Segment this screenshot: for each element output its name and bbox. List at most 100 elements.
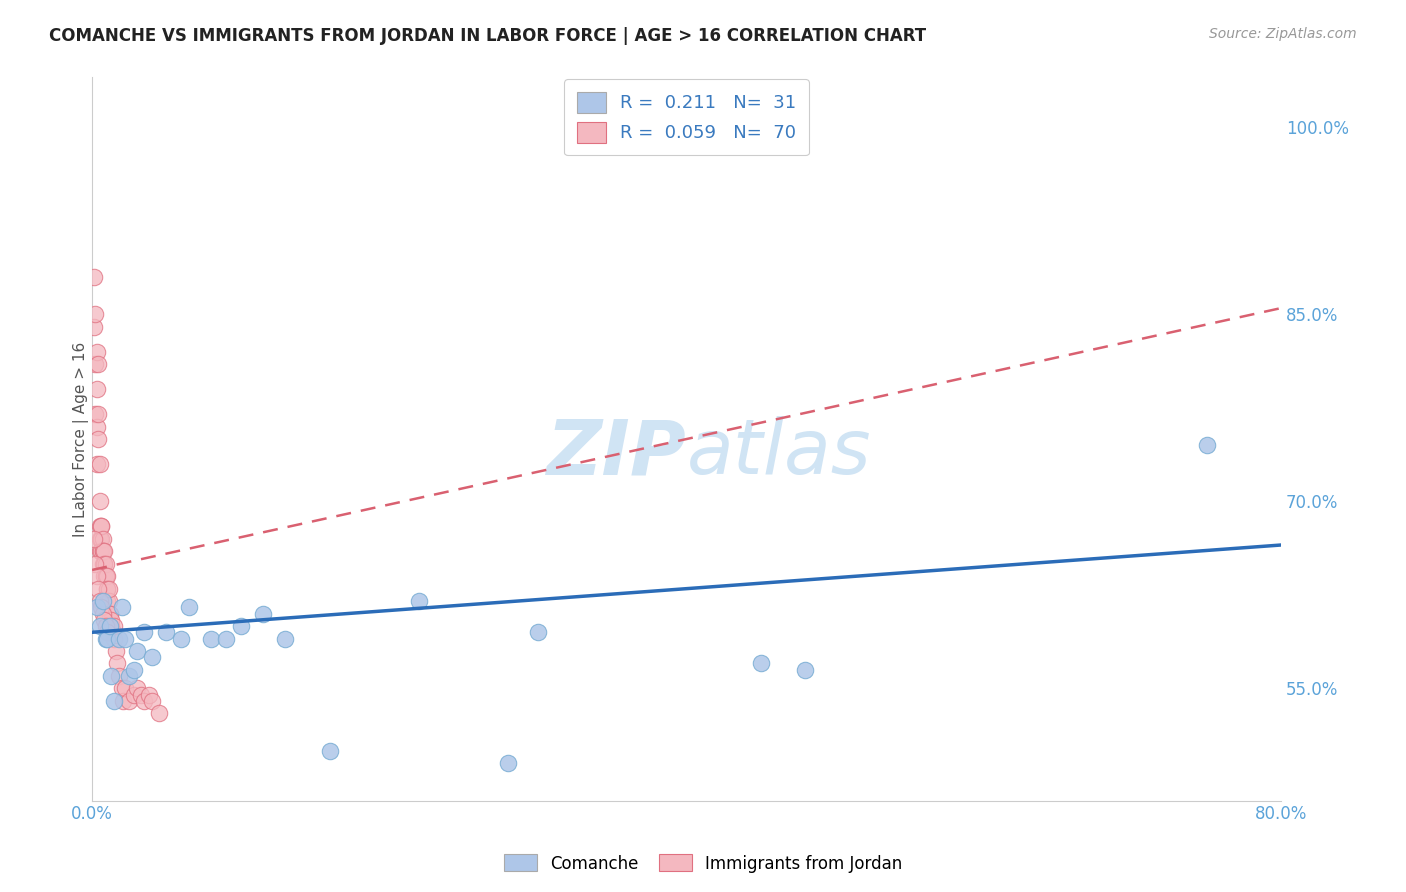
Point	[122, 663, 145, 677]
Point	[86, 344, 108, 359]
Point	[91, 544, 114, 558]
Point	[170, 632, 193, 646]
Point	[86, 600, 108, 615]
Point	[118, 669, 141, 683]
Point	[252, 607, 274, 621]
Point	[108, 632, 131, 646]
Point	[91, 557, 114, 571]
Point	[125, 644, 148, 658]
Point	[96, 625, 118, 640]
Point	[90, 519, 112, 533]
Point	[794, 663, 817, 677]
Point	[91, 532, 114, 546]
Legend: R =  0.211   N=  31, R =  0.059   N=  70: R = 0.211 N= 31, R = 0.059 N= 70	[564, 79, 808, 155]
Point	[90, 519, 112, 533]
Point	[83, 269, 105, 284]
Point	[97, 582, 120, 596]
Point	[141, 694, 163, 708]
Point	[93, 613, 115, 627]
Point	[87, 582, 110, 596]
Point	[87, 432, 110, 446]
Point	[86, 419, 108, 434]
Point	[107, 657, 129, 671]
Point	[96, 569, 118, 583]
Point	[89, 544, 111, 558]
Point	[101, 625, 124, 640]
Point	[138, 688, 160, 702]
Point	[97, 594, 120, 608]
Point	[98, 619, 121, 633]
Point	[94, 569, 117, 583]
Legend: Comanche, Immigrants from Jordan: Comanche, Immigrants from Jordan	[496, 847, 910, 880]
Point	[90, 532, 112, 546]
Point	[93, 569, 115, 583]
Point	[86, 457, 108, 471]
Point	[93, 557, 115, 571]
Point	[89, 494, 111, 508]
Point	[86, 569, 108, 583]
Point	[96, 582, 118, 596]
Point	[87, 407, 110, 421]
Point	[98, 619, 121, 633]
Point	[87, 357, 110, 371]
Point	[94, 569, 117, 583]
Point	[215, 632, 238, 646]
Point	[134, 694, 156, 708]
Point	[112, 694, 135, 708]
Point	[274, 632, 297, 646]
Point	[94, 632, 117, 646]
Point	[96, 582, 118, 596]
Point	[496, 756, 519, 771]
Point	[91, 594, 114, 608]
Point	[90, 544, 112, 558]
Text: ZIP: ZIP	[547, 417, 686, 491]
Point	[86, 382, 108, 396]
Point	[91, 544, 114, 558]
Point	[103, 694, 125, 708]
Point	[104, 644, 127, 658]
Point	[129, 688, 152, 702]
Point	[84, 307, 107, 321]
Point	[749, 657, 772, 671]
Point	[94, 619, 117, 633]
Point	[83, 319, 105, 334]
Point	[177, 600, 200, 615]
Point	[83, 532, 105, 546]
Point	[141, 650, 163, 665]
Point	[134, 625, 156, 640]
Point	[100, 619, 122, 633]
Point	[90, 600, 112, 615]
Point	[89, 594, 111, 608]
Point	[84, 407, 107, 421]
Point	[89, 457, 111, 471]
Point	[108, 669, 131, 683]
Point	[1195, 438, 1218, 452]
Text: Source: ZipAtlas.com: Source: ZipAtlas.com	[1209, 27, 1357, 41]
Text: atlas: atlas	[686, 417, 872, 491]
Point	[103, 619, 125, 633]
Point	[229, 619, 252, 633]
Point	[111, 600, 134, 615]
Point	[96, 632, 118, 646]
Point	[91, 607, 114, 621]
Text: COMANCHE VS IMMIGRANTS FROM JORDAN IN LABOR FORCE | AGE > 16 CORRELATION CHART: COMANCHE VS IMMIGRANTS FROM JORDAN IN LA…	[49, 27, 927, 45]
Point	[122, 688, 145, 702]
Point	[155, 625, 177, 640]
Point	[84, 557, 107, 571]
Point	[527, 625, 550, 640]
Point	[319, 744, 342, 758]
Point	[148, 706, 170, 721]
Point	[408, 594, 430, 608]
Point	[125, 681, 148, 696]
Point	[103, 632, 125, 646]
Point	[98, 607, 121, 621]
Point	[98, 607, 121, 621]
Point	[114, 632, 136, 646]
Point	[94, 557, 117, 571]
Point	[93, 544, 115, 558]
Point	[93, 557, 115, 571]
Point	[111, 681, 134, 696]
Point	[114, 681, 136, 696]
Y-axis label: In Labor Force | Age > 16: In Labor Force | Age > 16	[73, 342, 89, 537]
Point	[118, 694, 141, 708]
